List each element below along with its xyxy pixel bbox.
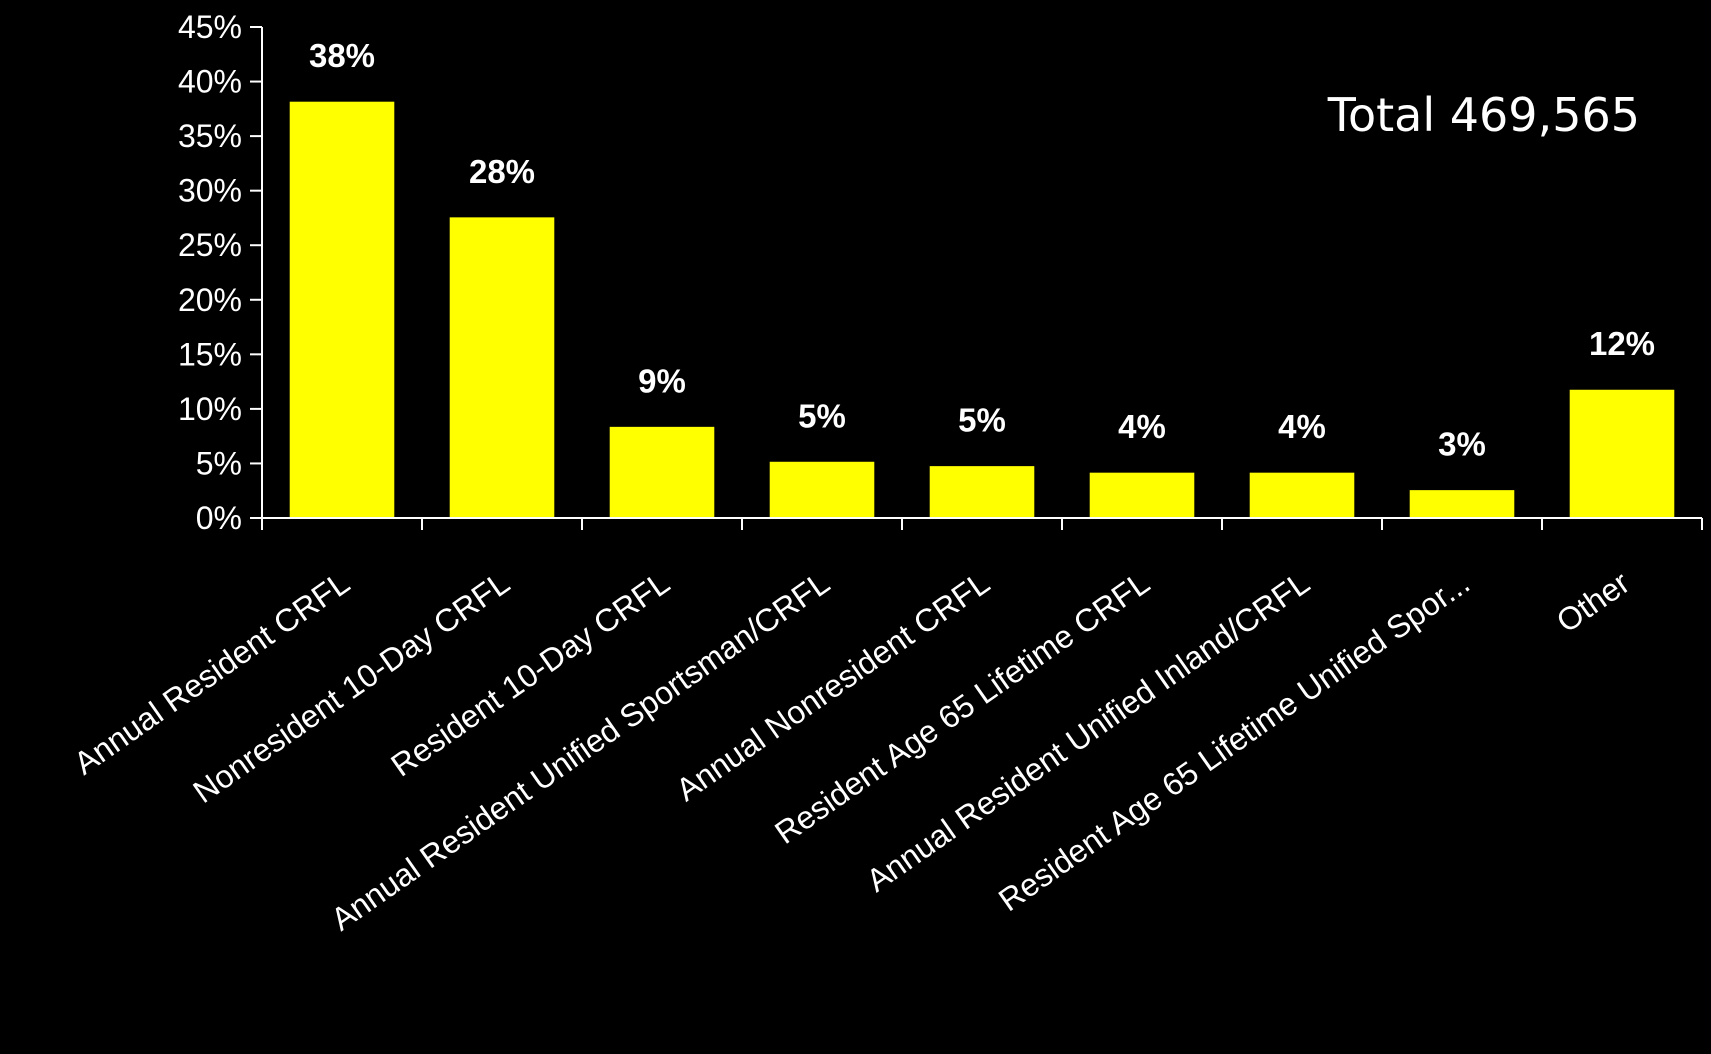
category-label: Resident 10-Day CRFL — [384, 564, 676, 783]
y-tick-label: 10% — [178, 391, 242, 427]
total-annotation: Total 469,565 — [1327, 88, 1640, 142]
data-label: 3% — [1438, 426, 1486, 463]
category-label: Annual Resident CRFL — [67, 564, 356, 781]
y-tick-label: 40% — [178, 64, 242, 100]
x-axis-ticks — [261, 518, 1703, 530]
category-label: Annual Nonresident CRFL — [669, 564, 996, 808]
y-tick-label: 45% — [178, 9, 242, 45]
bar — [928, 465, 1036, 519]
data-label: 5% — [798, 397, 846, 434]
data-label: 28% — [469, 153, 535, 190]
bar — [1408, 489, 1516, 519]
y-tick-label: 25% — [178, 227, 242, 263]
category-label: Nonresident 10-Day CRFL — [187, 564, 517, 810]
data-labels: 38% 28% 9% 5% 5% 4% 4% 3% 12% — [309, 37, 1655, 462]
y-tick-label: 35% — [178, 118, 242, 154]
y-axis-ticks: 0% 5% 10% 15% 20% 25% 30% 35% 40% 45% — [178, 9, 262, 536]
bars — [288, 100, 1676, 519]
data-label: 4% — [1278, 408, 1326, 445]
data-label: 12% — [1589, 325, 1655, 362]
y-tick-label: 15% — [178, 336, 242, 372]
data-label: 5% — [958, 402, 1006, 439]
data-label: 4% — [1118, 408, 1166, 445]
bar — [1088, 471, 1196, 519]
bar — [768, 460, 876, 519]
bar — [448, 216, 556, 519]
bar — [288, 100, 396, 519]
y-tick-label: 5% — [196, 445, 242, 481]
y-tick-label: 30% — [178, 173, 242, 209]
y-tick-label: 20% — [178, 282, 242, 318]
data-label: 9% — [638, 362, 686, 399]
bar — [1248, 471, 1356, 519]
category-label: Other — [1550, 564, 1636, 640]
data-label: 38% — [309, 37, 375, 74]
y-tick-label: 0% — [196, 500, 242, 536]
bar — [1568, 388, 1676, 519]
bar — [608, 425, 716, 519]
